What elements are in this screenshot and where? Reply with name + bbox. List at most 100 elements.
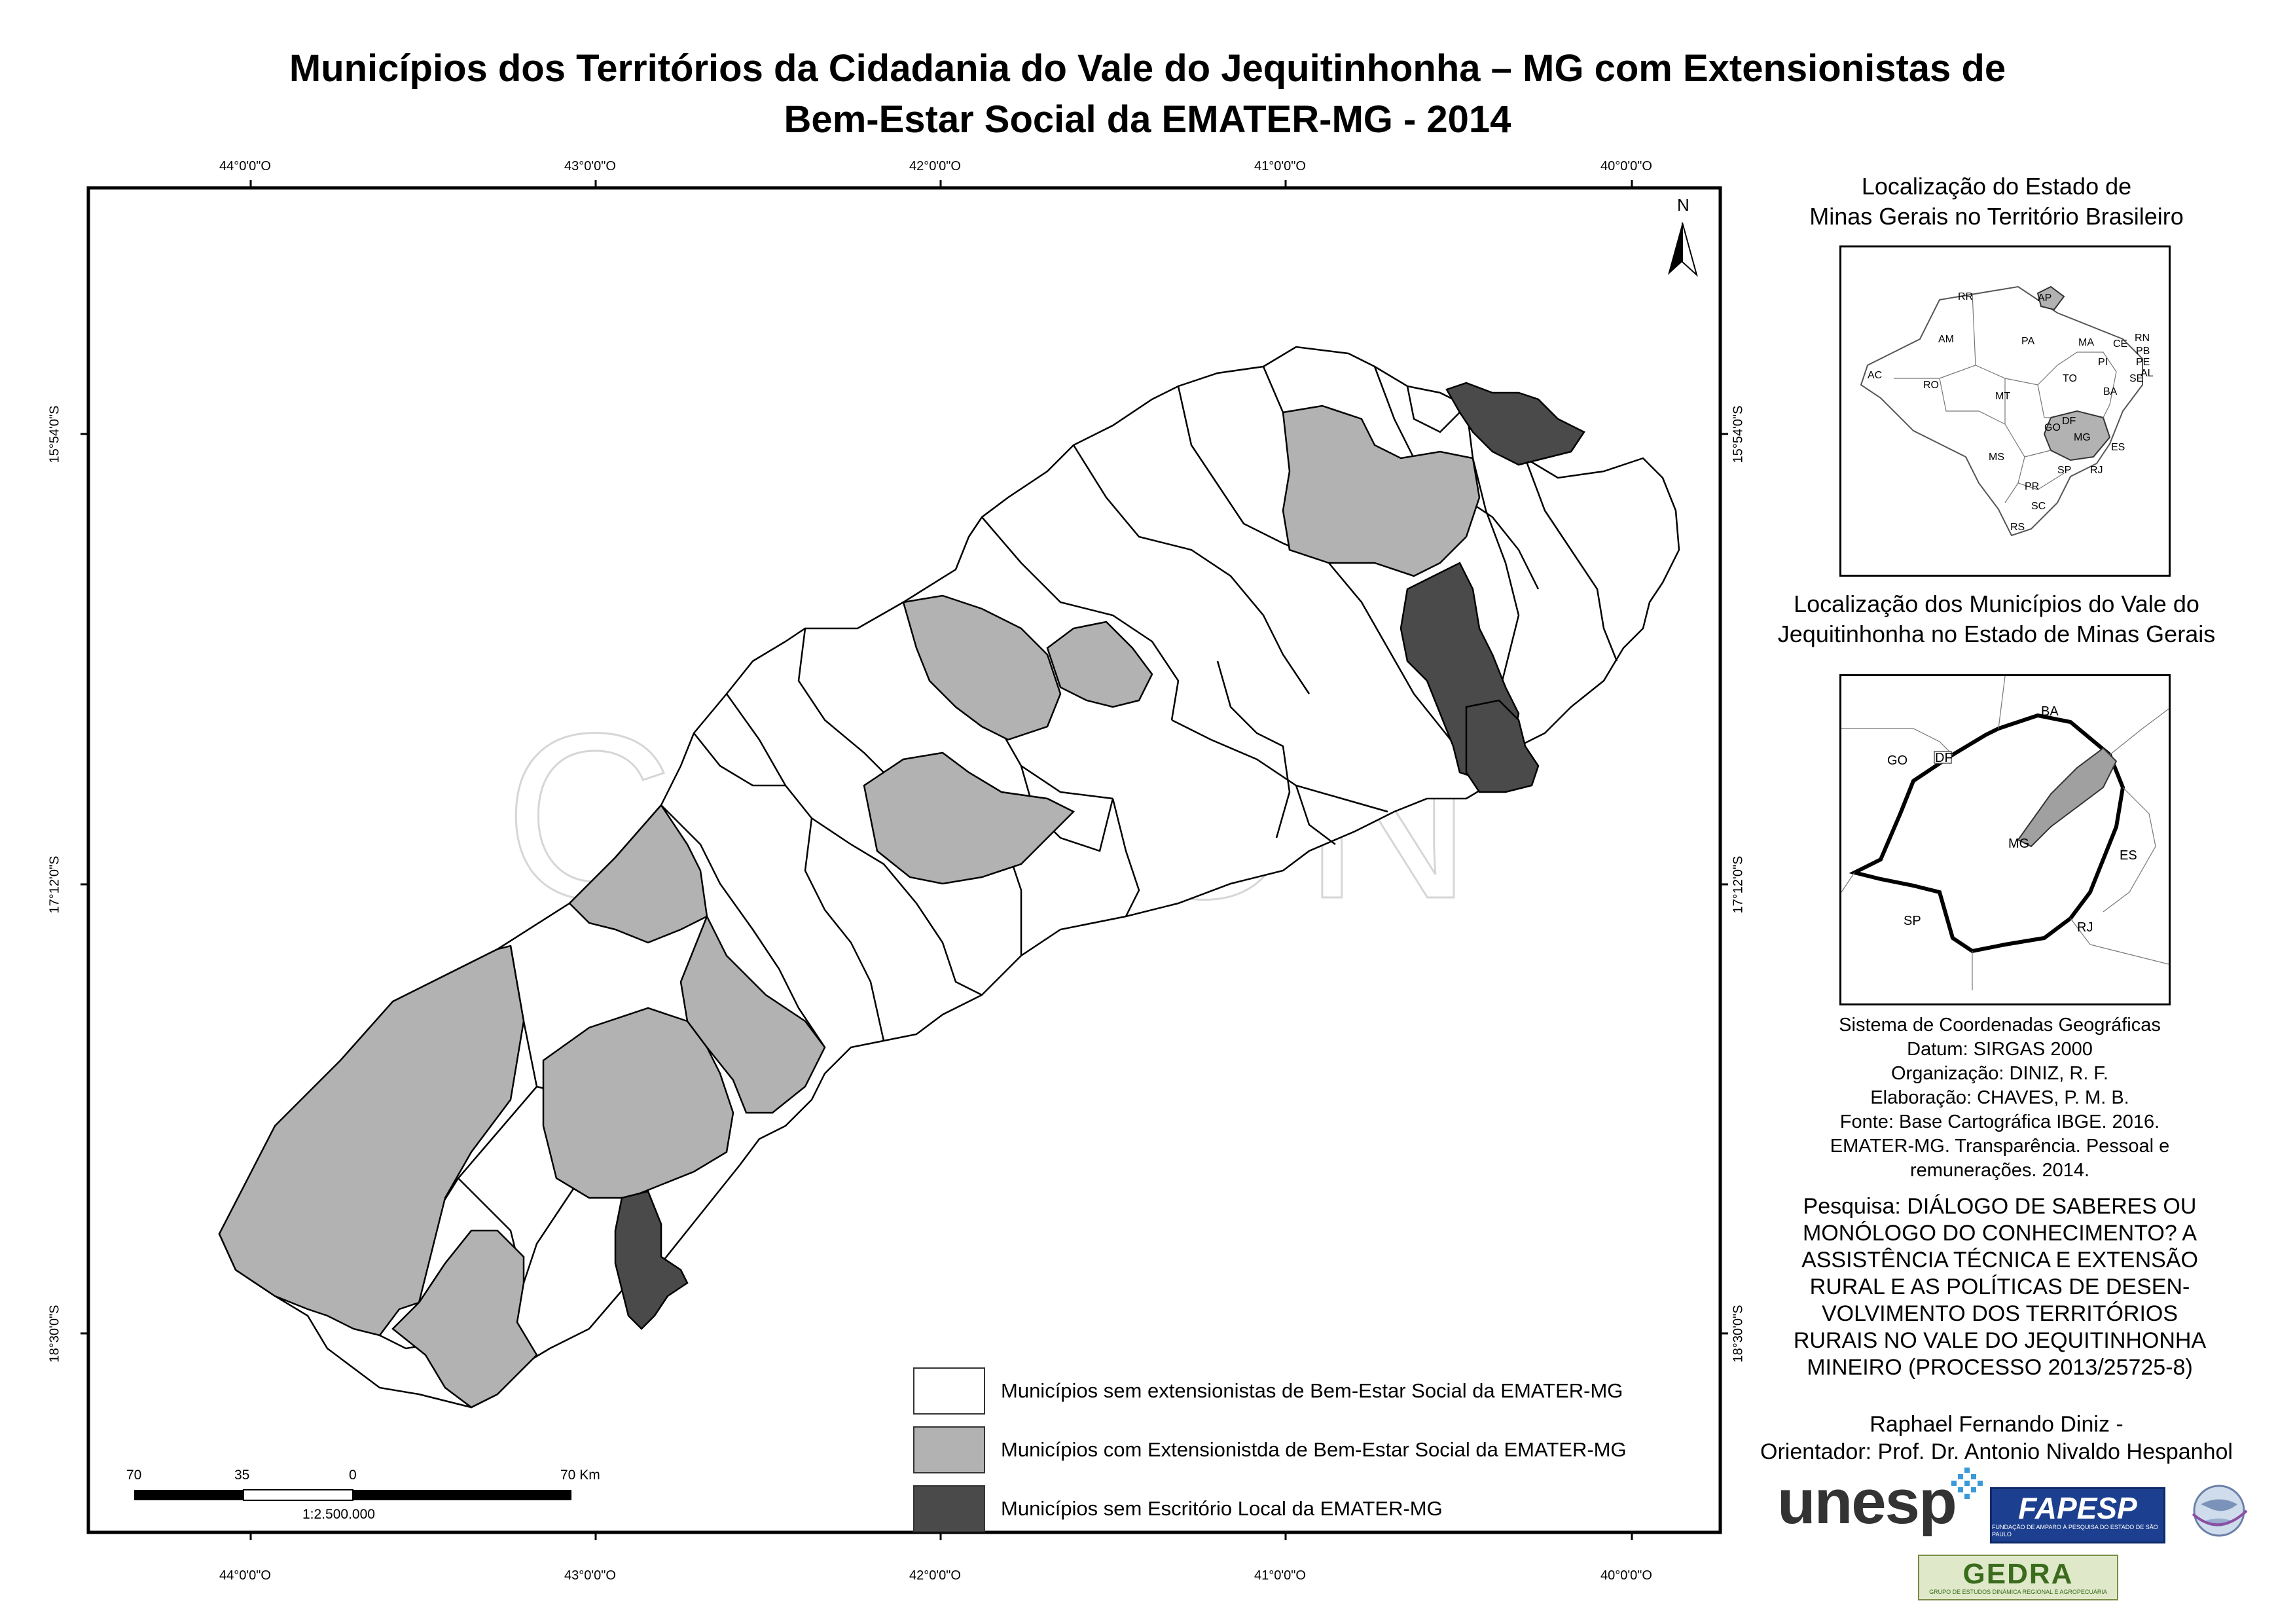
state-label-ma: MA [2078,337,2094,348]
map-title-line2: Bem-Estar Social da EMATER-MG - 2014 [784,98,1511,141]
municipality-grey-mid4 [1046,621,1153,708]
municipality-grey-mid1 [679,914,826,1114]
region-label-go: GO [1887,753,1907,768]
municipalities [218,346,1680,1409]
metadata-line: remunerações. 2014. [1909,1160,2090,1181]
state-label-pr: PR [2025,481,2039,492]
mg-outline [1849,713,2125,954]
gedra-logo-text: GEDRA [1962,1557,2074,1590]
metadata-line: Sistema de Coordenadas Geográficas [1839,1015,2161,1036]
state-label-ce: CE [2113,338,2127,350]
research-line: RURAL E AS POLÍTICAS DE DESEN- [1809,1274,2190,1299]
metadata-line: Elaboração: CHAVES, P. M. B. [1870,1087,2129,1108]
inset-brazil: RR AP AM PA MA CE RN PB PE AL SE PI AC R… [1839,245,2171,577]
state-label-se: SE [2129,373,2143,384]
brazil-outline [1860,285,2143,537]
map-frame [86,186,1722,1534]
metadata-line: Fonte: Base Cartográfica IBGE. 2016. [1839,1111,2160,1132]
legend-label: Municípios com Extensionistda de Bem-Est… [1001,1438,1627,1461]
municipality-grey-s [391,1229,538,1409]
state-label-sp: SP [2057,465,2071,476]
map-title: Municípios dos Territórios da Cidadania … [0,43,2295,145]
municipality-grey-mid2 [863,751,1075,885]
state-label-al: AL [2141,368,2154,379]
brazil-map: RR AP AM PA MA CE RN PB PE AL SE PI AC R… [1860,285,2154,537]
unesp-logo-text: unesp [1777,1467,1957,1537]
region-label-ba: BA [2041,704,2059,719]
fapesp-logo-text: FAPESP [2018,1491,2137,1525]
inset-mg-title-line2: Jequitinhonha no Estado de Minas Gerais [1777,621,2216,647]
municipality-dark-ne [1445,382,1585,466]
legend-label: Municípios sem Escritório Local da EMATE… [1001,1497,1443,1520]
legend-item-with-extensionists: Municípios com Extensionistda de Bem-Est… [913,1420,1692,1479]
scale-bar [134,1489,571,1501]
lon-label-top-3: 42°0'0"O [909,159,961,173]
municipality-grey-mid3 [902,594,1062,741]
lat-label-left-2: 17°12'0"S [47,856,62,914]
lat-label-right-1: 15°54'0"S [1731,405,1746,463]
advisor-name: Orientador: Prof. Dr. Antonio Nivaldo He… [1760,1439,2233,1464]
state-label-ac: AC [1868,370,1882,381]
research-line: Pesquisa: DIÁLOGO DE SABERES OU [1803,1194,2197,1219]
state-label-pe: PE [2136,357,2150,368]
region-label-mg: MG [2008,837,2029,851]
lon-label-bottom-1: 44°0'0"O [219,1568,271,1583]
region-label-df: DF [1935,751,1953,765]
region-label-rj: RJ [2077,920,2093,935]
unesp-star-icon [1951,1468,1983,1499]
scale-tick-0: 0 [349,1468,357,1483]
lat-label-left-3: 18°30'0"S [47,1305,62,1363]
lat-label-right-2: 17°12'0"S [1731,856,1746,914]
legend-swatch-grey [913,1426,985,1473]
legend-item-without-office: Municípios sem Escritório Local da EMATE… [913,1479,1692,1538]
inset-mg-title: Localização dos Municípios do Vale do Je… [1728,589,2265,649]
legend-item-without-extensionists: Municípios sem extensionistas de Bem-Est… [913,1362,1692,1420]
globe-logo-icon [2192,1485,2248,1537]
state-label-pa: PA [2021,336,2034,347]
legend-swatch-white [913,1367,985,1415]
state-label-rr: RR [1958,291,1973,302]
state-label-ap: AP [2038,293,2051,304]
municipalities-with-extensionists [218,405,1481,1409]
state-label-am: AM [1938,334,1954,345]
graticule-ticks [81,180,1728,1540]
inset-mg-title-line1: Localização dos Municípios do Vale do [1794,590,2199,617]
north-arrow [1668,222,1698,278]
state-label-rs: RS [2010,522,2025,533]
lon-label-top-4: 41°0'0"O [1254,159,1306,173]
map-metadata: Sistema de Coordenadas Geográficas Datum… [1767,1013,2232,1183]
state-label-pb: PB [2136,346,2150,357]
state-label-go: GO [2044,422,2061,433]
state-label-es: ES [2111,442,2125,453]
scale-tick-70-left: 70 [126,1468,142,1483]
state-label-mg: MG [2074,432,2091,443]
scale-ratio: 1:2.500.000 [302,1507,375,1522]
research-description: Pesquisa: DIÁLOGO DE SABERES OU MONÓLOGO… [1761,1193,2239,1381]
research-line: ASSISTÊNCIA TÉCNICA E EXTENSÃO [1801,1248,2198,1272]
map-title-line1: Municípios dos Territórios da Cidadania … [289,47,2006,90]
scale-tick-70-right: 70 Km [560,1468,600,1483]
legend: Municípios sem extensionistas de Bem-Est… [913,1362,1692,1538]
gedra-logo: GEDRA GRUPO DE ESTUDOS DINÂMICA REGIONAL… [1918,1555,2118,1600]
region-label-es: ES [2120,848,2137,863]
inset-brazil-title-line2: Minas Gerais no Território Brasileiro [1809,203,2184,230]
municipality-grey-center [542,1007,734,1199]
lon-label-bottom-3: 42°0'0"O [909,1568,961,1583]
municipality-dark-s [614,1190,689,1330]
state-label-to: TO [2063,373,2077,384]
state-label-rn: RN [2135,333,2150,344]
state-label-rj: RJ [2090,465,2103,476]
municipalities-without-office [614,382,1585,1330]
research-line: MINEIRO (PROCESSO 2013/25725-8) [1807,1355,2193,1380]
metadata-line: EMATER-MG. Transparência. Pessoal e [1830,1136,2170,1157]
lon-label-bottom-5: 40°0'0"O [1600,1568,1652,1583]
municipality-dark-e2 [1465,699,1540,793]
research-line: MONÓLOGO DO CONHECIMENTO? A [1802,1221,2197,1246]
mg-highlight [2043,410,2111,461]
author-name: Raphael Fernando Diniz - [1870,1412,2123,1437]
scale-tick-35: 35 [234,1468,250,1483]
lon-label-top-5: 40°0'0"O [1600,159,1652,173]
region-label-sp: SP [1904,914,1921,928]
mg-map: BA GO DF MG ES SP RJ [1841,676,2169,990]
